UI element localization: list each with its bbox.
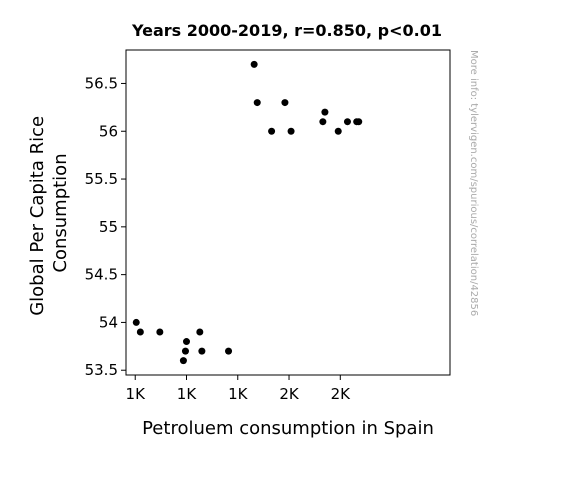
data-point: [321, 108, 329, 116]
data-point: [179, 357, 187, 365]
x-tick-label: 1K: [126, 385, 147, 403]
x-axis-label: Petroluem consumption in Spain: [142, 418, 434, 439]
data-point: [132, 318, 140, 326]
y-tick-label: 55: [99, 218, 118, 236]
data-point: [334, 127, 342, 135]
watermark-text: More info: tylervigen.com/spurious/corre…: [468, 50, 479, 316]
data-point: [268, 127, 276, 135]
data-point: [196, 328, 204, 336]
data-point: [136, 328, 144, 336]
data-point: [253, 99, 261, 107]
data-point: [156, 328, 164, 336]
data-point: [250, 60, 258, 68]
data-point: [355, 118, 363, 126]
y-axis-label: Global Per Capita Rice Consumption: [27, 110, 71, 316]
data-point: [287, 127, 295, 135]
x-tick-label: 2K: [331, 385, 352, 403]
y-axis: 53.5 54 54.5 55 55.5 56 56.5: [85, 74, 126, 379]
y-tick-label: 56.5: [85, 74, 118, 92]
y-axis-label-line-1: Global Per Capita Rice: [27, 116, 48, 316]
x-tick-label: 1K: [177, 385, 198, 403]
data-point: [225, 347, 233, 355]
x-tick-label: 1K: [228, 385, 249, 403]
chart-title: Years 2000-2019, r=0.850, p<0.01: [131, 21, 442, 40]
data-points: [132, 60, 363, 365]
y-tick-label: 54: [99, 313, 118, 331]
y-tick-label: 54.5: [85, 266, 118, 284]
x-tick-label: 2K: [279, 385, 300, 403]
y-tick-label: 53.5: [85, 361, 118, 379]
x-axis: 1K 1K 1K 2K 2K: [126, 375, 352, 403]
y-tick-label: 56: [99, 122, 118, 140]
data-point: [181, 347, 189, 355]
data-point: [182, 338, 190, 346]
data-point: [198, 347, 206, 355]
y-tick-label: 55.5: [85, 170, 118, 188]
data-point: [343, 118, 351, 126]
y-axis-label-line-2: Consumption: [50, 153, 71, 272]
data-point: [319, 118, 327, 126]
data-point: [281, 99, 289, 107]
plot-area: [125, 49, 451, 376]
